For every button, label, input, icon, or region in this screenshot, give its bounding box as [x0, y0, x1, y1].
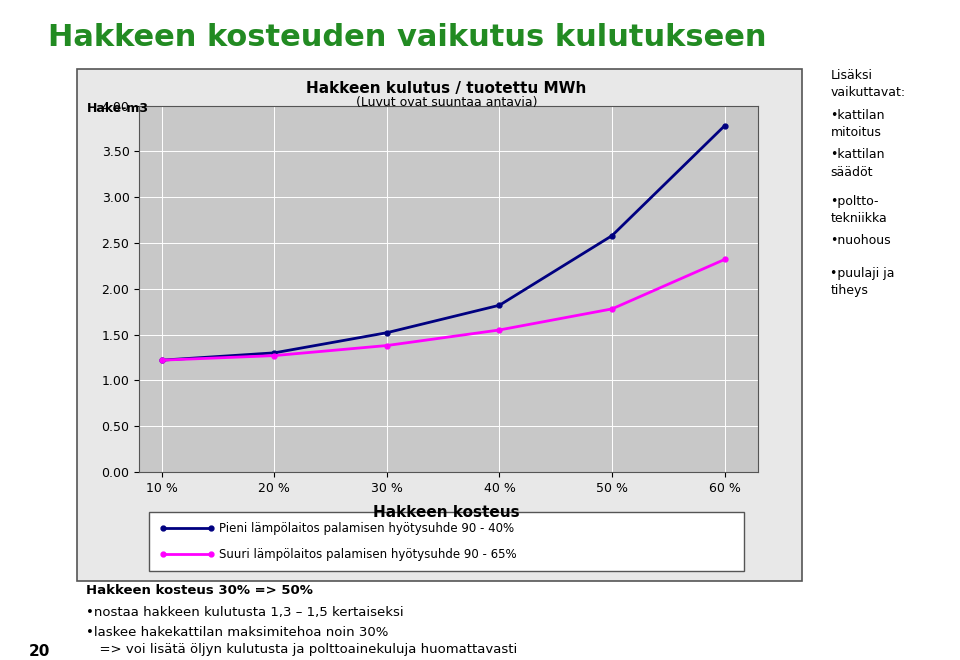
Text: Pieni lämpölaitos palamisen hyötysuhde 90 - 40%: Pieni lämpölaitos palamisen hyötysuhde 9… — [219, 521, 514, 535]
Text: •puulaji ja
tiheys: •puulaji ja tiheys — [830, 267, 895, 297]
Text: Hake-m3: Hake-m3 — [86, 102, 149, 115]
Text: 20: 20 — [29, 644, 50, 659]
Text: •kattilan
säädöt: •kattilan säädöt — [830, 148, 885, 178]
Text: •kattilan
mitoitus: •kattilan mitoitus — [830, 109, 885, 139]
Text: Lisäksi
vaikuttavat:: Lisäksi vaikuttavat: — [830, 69, 905, 99]
Text: (Luvut ovat suuntaa antavia): (Luvut ovat suuntaa antavia) — [355, 96, 538, 109]
Text: Hakkeen kosteus: Hakkeen kosteus — [373, 505, 519, 520]
Text: Hakkeen kosteus 30% => 50%: Hakkeen kosteus 30% => 50% — [86, 584, 313, 597]
Text: •laskee hakekattilan maksimitehoa noin 30%: •laskee hakekattilan maksimitehoa noin 3… — [86, 626, 389, 639]
Text: Hakkeen kosteuden vaikutus kulutukseen: Hakkeen kosteuden vaikutus kulutukseen — [48, 23, 766, 52]
Text: •poltto-
tekniikka: •poltto- tekniikka — [830, 195, 887, 224]
Text: •nuohous: •nuohous — [830, 234, 891, 248]
Text: •nostaa hakkeen kulutusta 1,3 – 1,5 kertaiseksi: •nostaa hakkeen kulutusta 1,3 – 1,5 kert… — [86, 606, 404, 619]
Text: Hakkeen kulutus / tuotettu MWh: Hakkeen kulutus / tuotettu MWh — [306, 81, 587, 96]
Text: Suuri lämpölaitos palamisen hyötysuhde 90 - 65%: Suuri lämpölaitos palamisen hyötysuhde 9… — [219, 548, 516, 561]
Text: => voi lisätä öljyn kulutusta ja polttoainekuluja huomattavasti: => voi lisätä öljyn kulutusta ja polttoa… — [91, 644, 517, 657]
